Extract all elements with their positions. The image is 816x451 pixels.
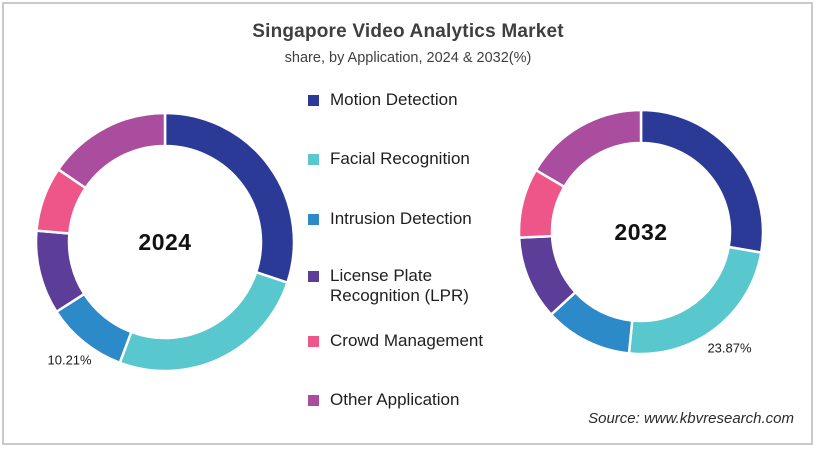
chart-title: Singapore Video Analytics Market bbox=[252, 21, 564, 42]
donut-segment-other-application bbox=[57, 112, 167, 190]
legend-label: Other Application bbox=[330, 390, 460, 409]
donut-segment-facial-recognition bbox=[118, 270, 289, 372]
legend-item: Crowd Management bbox=[302, 331, 495, 351]
donut-segment-motion-detection bbox=[639, 109, 764, 254]
data-label: 23.87% bbox=[707, 340, 752, 356]
data-label: 10.21% bbox=[47, 352, 92, 368]
legend-item: Motion Detection bbox=[302, 90, 495, 110]
legend-swatch-icon bbox=[308, 336, 319, 347]
legend-label: Intrusion Detection bbox=[330, 209, 472, 228]
chart-subtitle: share, by Application, 2024 & 2032(%) bbox=[284, 50, 532, 66]
legend-label: License Plate Recognition (LPR) bbox=[330, 266, 469, 305]
donut-chart-2032: 2032 23.87% bbox=[518, 109, 764, 356]
donut-chart-2024: 2024 10.21% bbox=[35, 112, 295, 372]
donut-segment-facial-recognition bbox=[627, 245, 763, 355]
legend-item: Intrusion Detection bbox=[302, 209, 495, 229]
donut-svg bbox=[518, 109, 764, 355]
donut-segment-other-application bbox=[534, 109, 643, 189]
legend-swatch-icon bbox=[308, 154, 319, 165]
legend-swatch-icon bbox=[308, 214, 319, 225]
legend-item: Other Application bbox=[302, 390, 495, 410]
legend-swatch-icon bbox=[308, 395, 319, 406]
legend-swatch-icon bbox=[308, 95, 319, 106]
donut-svg bbox=[35, 112, 295, 372]
legend-label: Motion Detection bbox=[330, 90, 458, 109]
legend-item: License Plate Recognition (LPR) bbox=[302, 266, 495, 306]
source-credit: Source: www.kbvresearch.com bbox=[588, 410, 794, 427]
legend-swatch-icon bbox=[308, 271, 319, 282]
legend-label: Crowd Management bbox=[330, 331, 484, 350]
donut-segment-license-plate-recognition-lpr bbox=[35, 229, 86, 313]
donut-segment-motion-detection bbox=[163, 112, 295, 284]
legend-label: Facial Recognition bbox=[330, 149, 470, 168]
legend-item: Facial Recognition bbox=[302, 149, 495, 169]
